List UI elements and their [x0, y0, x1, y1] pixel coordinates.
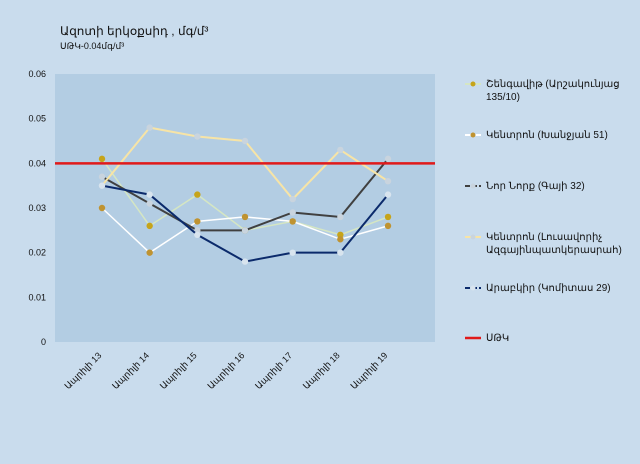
legend-label: Կենտրոն (Լուսավորիչ Ազգայինպատկերասրահ): [486, 232, 622, 256]
data-point: [384, 191, 392, 198]
data-point: [98, 182, 106, 189]
y-tick-label: 0.01: [28, 292, 46, 302]
data-point: [337, 249, 344, 256]
legend-label: Կենտրոն (Խանջյան 51): [486, 130, 608, 141]
legend-item: Կենտրոն (Խանջյան 51): [465, 130, 608, 141]
data-point: [146, 124, 153, 131]
data-point: [384, 178, 392, 185]
legend-marker: [470, 285, 476, 291]
data-point: [289, 218, 296, 225]
x-tick-label: Ապրիլի 19: [349, 350, 390, 391]
legend-marker: [470, 81, 476, 87]
data-point: [146, 222, 153, 230]
legend-label: Արաբկիր (Կոմիտաս 29): [486, 283, 611, 294]
x-tick-label: Ապրիլի 16: [206, 350, 247, 391]
data-point: [337, 231, 344, 238]
x-tick-label: Ապրիլի 17: [253, 350, 294, 391]
data-point: [146, 200, 153, 207]
data-point: [241, 213, 249, 221]
x-tick-label: Ապրիլի 18: [301, 350, 342, 391]
data-point: [384, 155, 392, 163]
legend-marker: [470, 132, 476, 138]
y-tick-label: 0.04: [28, 158, 46, 168]
data-point: [194, 231, 201, 238]
legend-marker: [470, 234, 476, 240]
y-tick-label: 0.05: [28, 114, 46, 124]
data-point: [146, 249, 153, 256]
y-tick-label: 0: [41, 337, 46, 347]
series-4: [98, 182, 392, 265]
series-1: [98, 204, 392, 256]
series-2: [98, 155, 392, 234]
x-tick-label: Ապրիլի 13: [63, 350, 104, 391]
data-point: [289, 209, 296, 216]
data-point: [194, 191, 201, 198]
legend-label: Նոր Նորք (Գայի 32): [486, 181, 585, 192]
data-point: [289, 195, 296, 203]
chart-title: Ազոտի երկօքսիդ , մգ/մ³: [60, 24, 208, 38]
series-3: [98, 124, 392, 203]
data-point: [98, 173, 106, 180]
data-point: [146, 191, 153, 198]
x-tick-label: Ապրիլի 14: [110, 350, 151, 391]
data-point: [289, 249, 296, 256]
series-layer: [55, 124, 435, 265]
plot-area: [55, 74, 435, 342]
chart-subtitle: ՍԹԿ-0.04մգ/մ³: [60, 41, 124, 51]
legend-label: ՍԹԿ: [486, 333, 509, 344]
data-point: [98, 155, 106, 163]
x-tick-label: Ապրիլի 15: [158, 350, 199, 391]
legend-item: Նոր Նորք (Գայի 32): [465, 181, 585, 192]
legend-label: Շենգավիթ (Արշակունյաց 135/10): [486, 79, 620, 103]
data-point: [337, 213, 344, 221]
y-tick-label: 0.06: [28, 69, 46, 79]
legend-item: Կենտրոն (Լուսավորիչ Ազգայինպատկերասրահ): [465, 232, 622, 256]
data-point: [337, 146, 344, 154]
legend-marker: [470, 183, 476, 189]
data-point: [241, 227, 249, 234]
data-point: [98, 204, 106, 212]
legend-item: ՍԹԿ: [465, 333, 509, 344]
data-point: [194, 227, 201, 234]
y-tick-label: 0.02: [28, 248, 46, 258]
data-point: [241, 137, 249, 145]
data-point: [384, 213, 392, 221]
data-point: [241, 258, 249, 265]
legend-item: Շենգավիթ (Արշակունյաց 135/10): [465, 79, 620, 103]
legend: Շենգավիթ (Արշակունյաց 135/10) Կենտրոն (Խան…: [465, 79, 622, 344]
data-point: [384, 222, 392, 230]
data-point: [194, 133, 201, 140]
data-point: [337, 236, 344, 243]
data-point: [194, 218, 201, 225]
y-tick-label: 0.03: [28, 203, 46, 213]
legend-item: Արաբկիր (Կոմիտաս 29): [465, 283, 611, 294]
